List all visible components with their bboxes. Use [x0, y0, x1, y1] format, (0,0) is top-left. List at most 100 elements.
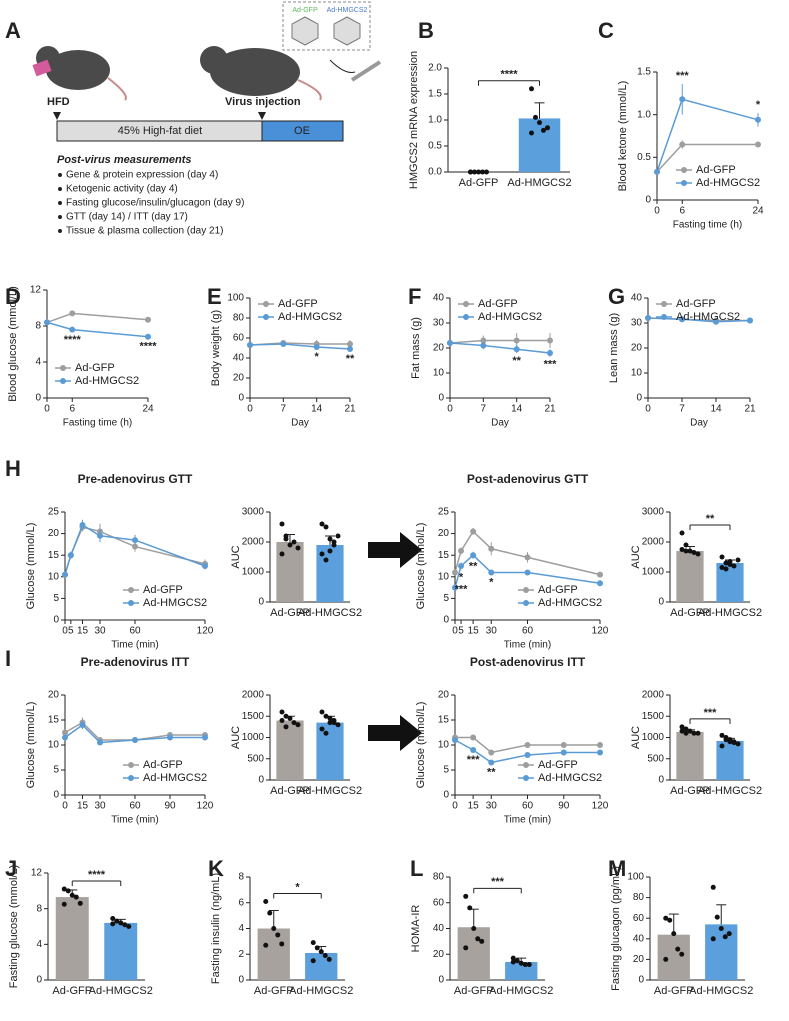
significance: ** [487, 766, 496, 778]
legend-label: Ad-GFP [143, 759, 183, 771]
data-point [679, 951, 685, 957]
bar [316, 722, 344, 780]
bullet [58, 173, 62, 177]
data-point [323, 557, 329, 563]
virus [291, 16, 319, 46]
y-tick-label: 5 [443, 765, 449, 776]
data-point [687, 548, 693, 554]
x-tick-label: 60 [129, 626, 141, 637]
panel-letter: L [410, 856, 423, 881]
y-tick-label: 0 [258, 775, 264, 786]
panel-letter: A [5, 18, 21, 43]
data-point [327, 720, 333, 726]
point [44, 319, 50, 326]
y-tick-label: 2000 [642, 690, 665, 701]
significance: *** [467, 754, 481, 766]
data-point [323, 713, 329, 719]
panel-letter: K [208, 856, 224, 881]
measurement: GTT (day 14) / ITT (day 17) [66, 212, 188, 223]
y-tick-label: 15 [48, 715, 60, 726]
y-tick-label: 2000 [242, 690, 265, 701]
x-tick-label: Ad-GFP [254, 985, 294, 997]
data-point [541, 127, 546, 133]
data-point [319, 521, 325, 527]
significance: **** [139, 341, 157, 353]
data-point [327, 715, 333, 721]
data-point [323, 524, 329, 530]
x-tick-label: 6 [69, 404, 75, 415]
x-tick-label: 5 [458, 626, 464, 637]
y-axis-label: AUC [230, 726, 242, 749]
y-tick-label: 500 [247, 753, 264, 764]
y-tick-label: 40 [433, 293, 445, 304]
y-tick-label: 60 [433, 897, 445, 908]
y-tick-label: 20 [438, 528, 450, 539]
data-point [463, 893, 469, 899]
x-tick-label: Ad-GFP [270, 607, 310, 619]
y-tick-label: 20 [48, 528, 60, 539]
panel-title: Post-adenovirus GTT [467, 472, 589, 486]
data-point [514, 958, 520, 964]
x-tick-label: 60 [129, 801, 141, 812]
data-point [472, 169, 477, 175]
legend-label: Ad-GFP [538, 584, 578, 596]
data-point [735, 741, 741, 747]
y-tick-label: 0.5 [428, 141, 442, 152]
legend-marker [60, 365, 66, 371]
data-point [719, 743, 725, 749]
schematic: A Ad-GFP Ad-HMGCS2 HFD Virus injection 4… [5, 1, 382, 237]
point [713, 318, 719, 325]
point [62, 729, 68, 736]
legend-label: Ad-HMGCS2 [696, 177, 760, 189]
series-line [455, 736, 600, 754]
vector-label: Ad-HMGCS2 [327, 7, 368, 14]
data-point [327, 548, 333, 554]
y-axis-label: HMGCS2 mRNA expression [408, 51, 420, 189]
x-tick-label: 5 [68, 626, 74, 637]
x-tick-label: 15 [468, 626, 480, 637]
point [470, 747, 477, 753]
point [488, 759, 495, 766]
x-tick-label: 0 [62, 801, 68, 812]
y-tick-label: 4 [36, 939, 42, 950]
y-axis-label: AUC [230, 545, 242, 568]
legend-label: Ad-HMGCS2 [538, 772, 602, 784]
legend-label: Ad-GFP [143, 584, 183, 596]
legend-marker [263, 301, 269, 307]
y-tick-label: 20 [48, 690, 60, 701]
data-point [279, 941, 285, 947]
data-point [322, 953, 328, 959]
data-point [719, 565, 725, 570]
data-point [518, 960, 524, 966]
legend-marker [128, 600, 134, 606]
data-point [719, 732, 725, 738]
y-tick-label: 0 [238, 393, 244, 404]
arrow [368, 715, 422, 751]
data-point [310, 958, 316, 964]
data-point [718, 926, 724, 931]
panel-letter: H [5, 456, 21, 481]
y-axis-label: Glucose (mmol/L) [25, 523, 37, 610]
point [747, 317, 753, 324]
marker [258, 112, 266, 120]
data-point [323, 730, 329, 736]
legend-marker [128, 775, 134, 781]
x-tick-label: 21 [744, 404, 756, 415]
point [547, 337, 553, 344]
x-tick-label: Ad-HMGCS2 [489, 985, 553, 997]
injection-label: Virus injection [225, 96, 301, 108]
x-tick-label: 0 [62, 626, 68, 637]
data-point [319, 709, 325, 715]
measurement: Ketogenic activity (day 4) [66, 184, 178, 195]
y-tick-label: 20 [633, 954, 645, 965]
x-tick-label: Ad-HMGCS2 [698, 607, 762, 619]
point [597, 580, 603, 587]
y-tick-label: 0 [658, 775, 664, 786]
x-tick-label: 0 [447, 404, 453, 415]
data-point [331, 720, 337, 726]
x-tick-label: 24 [142, 404, 154, 415]
data-point [683, 548, 689, 554]
y-tick-label: 20 [433, 949, 445, 960]
point [597, 749, 603, 756]
series-line [64, 523, 206, 575]
